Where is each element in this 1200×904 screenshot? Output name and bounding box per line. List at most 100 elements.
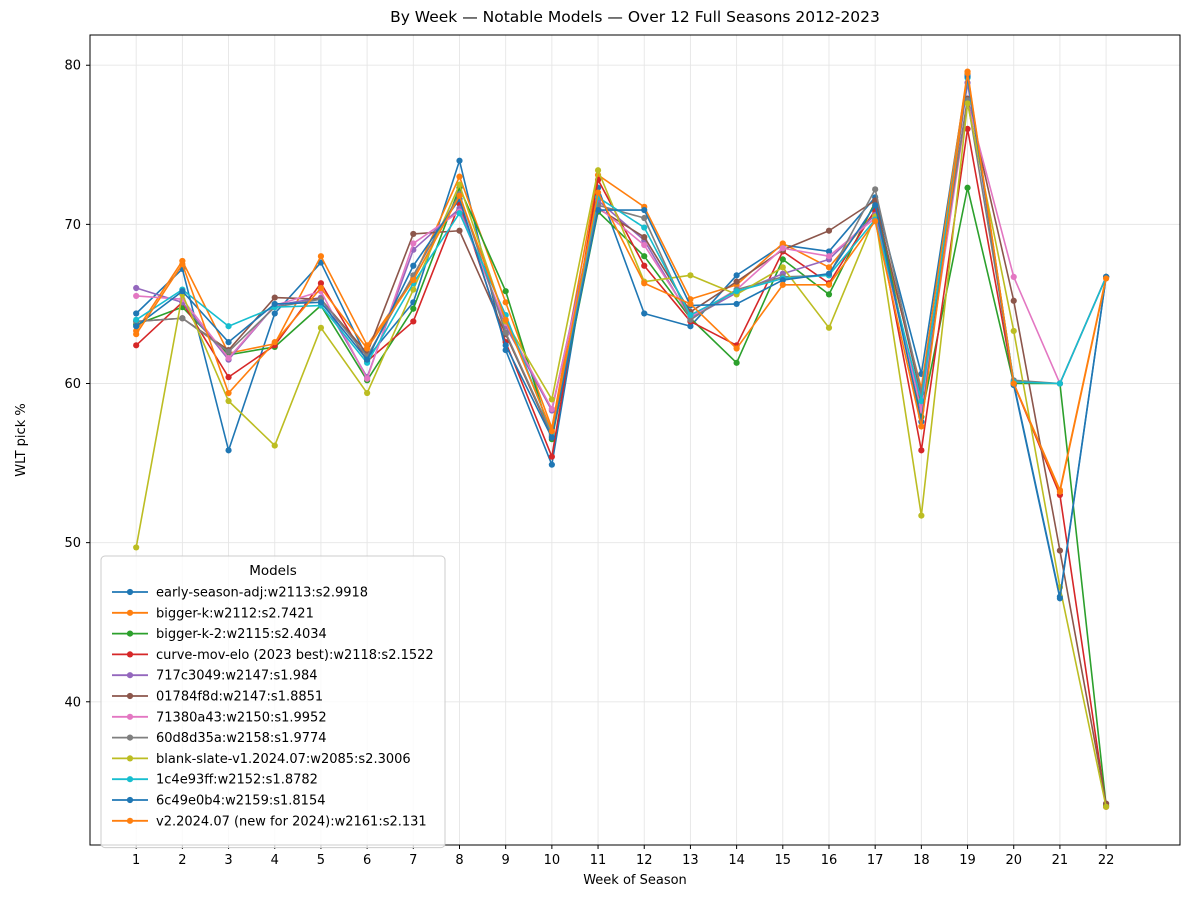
data-point [271, 300, 278, 308]
data-point [1056, 380, 1064, 387]
legend-item: 01784f8d:w2147:s1.8851 [112, 690, 323, 705]
data-point [317, 299, 325, 306]
y-tick-label: 80 [64, 59, 81, 74]
data-point [502, 299, 509, 306]
data-point [687, 300, 694, 308]
data-point [733, 345, 740, 352]
x-tick-label: 6 [363, 853, 371, 868]
legend-item: v2.2024.07 (new for 2024):w2161:s2.131 [112, 814, 427, 829]
data-point [133, 316, 140, 323]
data-point [548, 434, 555, 441]
data-point [456, 173, 463, 180]
data-point [825, 227, 833, 234]
legend-label: 71380a43:w2150:s1.9952 [156, 710, 327, 725]
data-point [641, 280, 648, 287]
legend-marker [126, 755, 134, 762]
data-point [456, 157, 463, 164]
x-tick-label: 10 [544, 853, 561, 868]
data-point [271, 442, 278, 449]
x-tick-label: 17 [867, 853, 884, 868]
data-point [410, 240, 417, 247]
legend-marker [126, 796, 134, 804]
data-point [225, 339, 232, 346]
data-point [779, 276, 786, 284]
data-point [364, 345, 371, 352]
data-point [779, 245, 786, 252]
data-point [317, 253, 325, 260]
y-axis-label: WLT pick % [14, 403, 29, 476]
data-point [1010, 327, 1017, 335]
legend-item: 71380a43:w2150:s1.9952 [112, 710, 327, 725]
data-point [641, 241, 648, 249]
legend-label: v2.2024.07 (new for 2024):w2161:s2.131 [156, 814, 427, 829]
data-point [825, 264, 833, 271]
data-point [502, 316, 509, 323]
legend-marker [126, 630, 134, 637]
legend-label: 6c49e0b4:w2159:s1.8154 [156, 794, 326, 809]
x-tick-label: 13 [682, 853, 699, 868]
data-point [225, 348, 232, 355]
data-point [779, 281, 786, 288]
axes-spines [89, 34, 1181, 846]
x-tick-label: 19 [959, 853, 976, 868]
data-point [133, 323, 140, 330]
data-point [641, 262, 648, 269]
series-line [135, 70, 1107, 491]
data-point [733, 288, 740, 295]
data-point [641, 310, 648, 317]
data-point [548, 405, 555, 413]
data-point [548, 461, 555, 468]
data-point [918, 447, 925, 454]
x-tick-label: 15 [775, 853, 792, 868]
legend-item: early-season-adj:w2113:s2.9918 [112, 586, 368, 601]
data-point [733, 300, 740, 308]
data-point [410, 318, 417, 325]
legend-item: bigger-k:w2112:s2.7421 [112, 606, 314, 621]
legend-item: blank-slate-v1.2024.07:w2085:s2.3006 [112, 752, 411, 767]
legend-marker [126, 776, 134, 783]
data-point [825, 248, 833, 255]
data-point [687, 316, 694, 323]
data-point [641, 253, 648, 260]
x-tick-label: 7 [409, 853, 417, 868]
data-point [225, 323, 232, 330]
data-point [456, 192, 463, 199]
legend-label: blank-slate-v1.2024.07:w2085:s2.3006 [156, 752, 411, 767]
x-tick-label: 9 [502, 853, 510, 868]
data-point [502, 329, 509, 336]
data-point [641, 206, 648, 214]
x-tick-label: 4 [271, 853, 279, 868]
legend-marker [126, 651, 134, 658]
series-line [135, 102, 1107, 807]
legend-label: 1c4e93ff:w2152:s1.8782 [156, 773, 318, 788]
data-point [964, 70, 971, 77]
legend-marker [126, 609, 134, 616]
series-line [135, 72, 1107, 493]
data-point [548, 453, 555, 460]
legend-box [100, 555, 446, 849]
data-point [410, 230, 417, 238]
data-point [133, 342, 140, 349]
data-point [317, 284, 325, 292]
legend-item: 1c4e93ff:w2152:s1.8782 [112, 773, 318, 788]
data-point [687, 311, 694, 319]
series-line [135, 77, 1107, 434]
legend-label: 60d8d35a:w2158:s1.9774 [156, 731, 327, 746]
x-tick-label: 18 [913, 853, 930, 868]
legend-item: 6c49e0b4:w2159:s1.8154 [112, 794, 326, 809]
x-tick-label: 3 [224, 853, 232, 868]
data-point [594, 189, 602, 196]
data-point [456, 181, 463, 188]
y-tick-label: 60 [64, 377, 81, 392]
data-point [687, 323, 694, 330]
x-tick-label: 14 [728, 853, 745, 868]
legend-item: bigger-k-2:w2115:s2.4034 [112, 627, 327, 642]
data-point [594, 167, 602, 174]
data-point [317, 259, 325, 266]
data-point [456, 227, 463, 234]
x-tick-label: 22 [1098, 853, 1115, 868]
x-tick-label: 21 [1052, 853, 1069, 868]
data-point [133, 310, 140, 317]
data-point [872, 202, 879, 209]
